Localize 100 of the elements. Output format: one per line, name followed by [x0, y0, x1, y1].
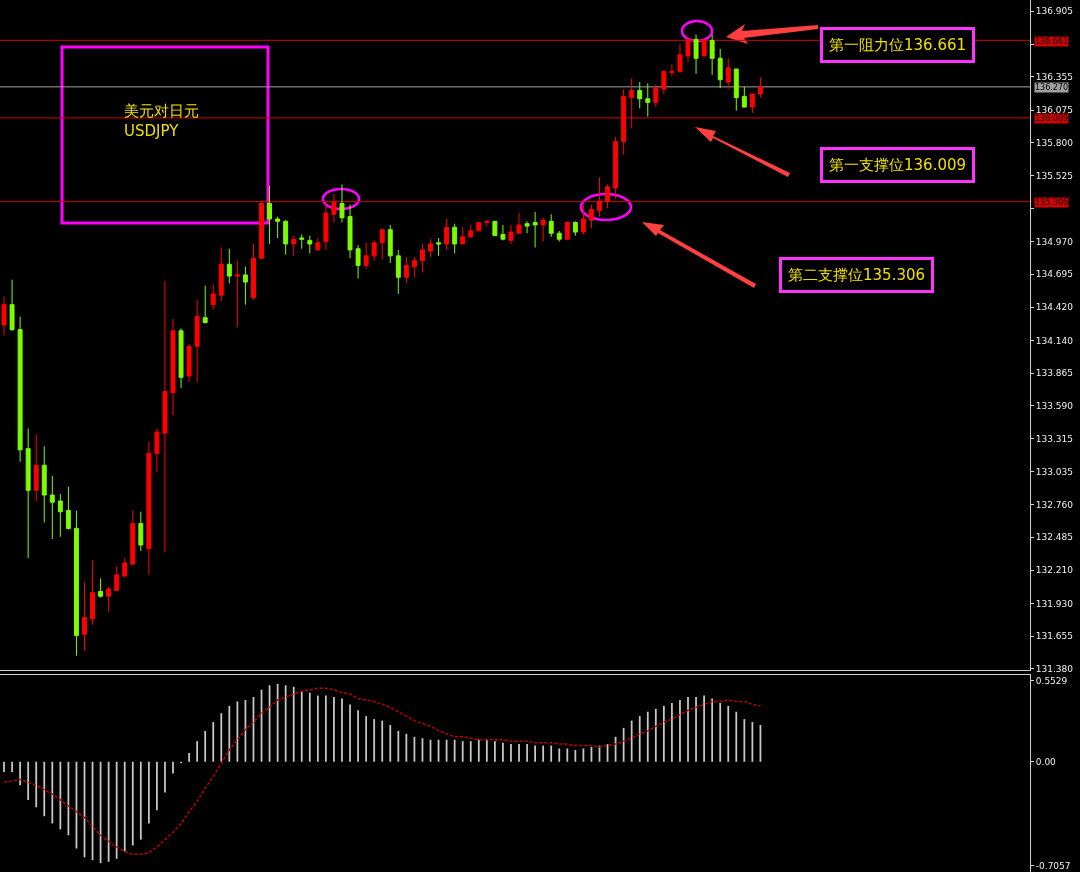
candlestick — [621, 88, 627, 156]
candlestick — [1, 295, 7, 337]
candlestick — [709, 34, 715, 76]
candlestick — [9, 279, 15, 332]
candlestick — [588, 204, 594, 229]
y-tick-label: 0.5529 — [1035, 675, 1068, 686]
y-tick-label: 136.075 — [1035, 105, 1074, 116]
candlestick — [371, 239, 377, 262]
candlestick — [130, 510, 136, 566]
y-tick-label: 134.970 — [1035, 236, 1074, 247]
candlestick — [556, 230, 562, 243]
y-tick-label: 134.695 — [1035, 269, 1074, 280]
candlestick — [500, 224, 506, 241]
candlestick — [693, 34, 699, 75]
candlestick — [218, 247, 224, 302]
candlestick — [572, 220, 578, 237]
line-series — [3, 687, 762, 856]
candlestick — [492, 220, 498, 237]
candlestick — [717, 48, 723, 89]
candlestick — [548, 213, 554, 238]
candlestick — [395, 249, 401, 295]
candlestick — [564, 220, 570, 241]
candlestick — [629, 78, 635, 130]
y-tick-label: 133.035 — [1035, 467, 1074, 478]
candlestick — [532, 211, 538, 249]
candlestick — [460, 226, 466, 245]
candlestick — [508, 224, 514, 245]
candlestick — [138, 511, 144, 552]
candlestick — [741, 86, 747, 108]
candlestick — [57, 493, 63, 538]
candlestick — [653, 83, 659, 108]
candlestick — [267, 185, 273, 245]
candlestick — [403, 256, 409, 284]
candlestick — [82, 581, 87, 652]
y-tick-label: 132.485 — [1035, 532, 1074, 543]
y-tick-label: 133.590 — [1035, 400, 1074, 411]
candlestick — [98, 577, 104, 598]
candlestick — [379, 229, 385, 260]
y-tick-label: 136.905 — [1035, 6, 1074, 17]
candlestick — [315, 237, 321, 251]
candlestick — [516, 212, 522, 234]
candlestick — [749, 93, 755, 114]
candlestick — [226, 248, 232, 284]
candlestick — [122, 557, 128, 578]
candlestick — [540, 217, 546, 243]
y-tick-label: 132.210 — [1035, 565, 1074, 576]
candlestick — [251, 243, 256, 301]
candlestick — [363, 242, 369, 270]
candlestick — [669, 63, 675, 77]
candlestick — [580, 204, 586, 235]
candlestick — [283, 219, 289, 256]
candlestick — [114, 565, 120, 592]
candlestick — [605, 183, 611, 209]
candlestick — [65, 486, 71, 531]
candlestick — [146, 441, 152, 576]
candlestick — [154, 427, 160, 473]
candlestick — [452, 223, 458, 254]
y-tick-label: 133.865 — [1035, 368, 1074, 379]
ref-line-label: 136.009 — [1035, 114, 1069, 123]
candlestick — [733, 68, 739, 112]
y-tick-label: 131.655 — [1035, 631, 1074, 642]
candlestick — [685, 38, 691, 63]
candlestick — [275, 216, 281, 239]
candlestick — [411, 256, 417, 278]
ref-line-label: 135.306 — [1035, 198, 1069, 207]
y-tick-label: 135.525 — [1035, 170, 1074, 181]
candlestick — [106, 586, 112, 613]
candlestick — [355, 244, 361, 279]
candlestick — [242, 266, 248, 306]
candlestick — [307, 235, 313, 254]
candlestick — [202, 285, 208, 325]
candlestick — [637, 81, 643, 109]
annotation: 第一阻力位136.661 — [829, 36, 967, 54]
annotation: 第二支撑位135.306 — [788, 266, 926, 284]
candlestick — [194, 299, 200, 383]
candlestick — [331, 193, 337, 224]
candlestick — [677, 43, 683, 74]
ref-line-label: 136.661 — [1035, 37, 1069, 46]
candlestick — [725, 57, 731, 90]
candlestick — [291, 235, 297, 257]
candlestick — [613, 136, 619, 200]
candlestick — [484, 219, 490, 227]
candlestick — [186, 343, 192, 383]
y-tick-label: 131.930 — [1035, 598, 1074, 609]
candlestick — [170, 318, 176, 416]
candlestick — [17, 316, 23, 463]
candlestick — [49, 475, 55, 540]
candlestick — [597, 176, 602, 218]
candlestick — [178, 327, 184, 389]
candlestick — [476, 222, 482, 232]
y-tick-label: 134.420 — [1035, 302, 1074, 313]
y-tick-label: 133.315 — [1035, 433, 1074, 444]
y-tick-label: -0.7057 — [1035, 860, 1071, 871]
y-tick-label: 135.800 — [1035, 137, 1074, 148]
candlestick — [645, 82, 651, 118]
candlestick — [757, 76, 763, 99]
candlestick — [299, 233, 305, 250]
candlestick — [90, 560, 96, 626]
y-tick-label: 134.140 — [1035, 335, 1074, 346]
candlestick — [444, 218, 450, 251]
